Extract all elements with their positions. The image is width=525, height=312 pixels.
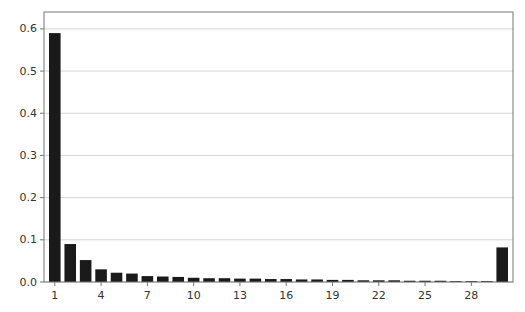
bar — [203, 278, 215, 282]
bar — [219, 278, 231, 282]
x-tick-label: 28 — [464, 289, 478, 302]
x-tick-label: 7 — [144, 289, 151, 302]
grid-line — [44, 239, 513, 240]
x-tick — [147, 282, 148, 286]
y-tick — [40, 71, 44, 72]
x-tick-label: 25 — [418, 289, 432, 302]
x-tick — [378, 282, 379, 286]
x-tick-label: 19 — [325, 289, 339, 302]
grid-line — [44, 28, 513, 29]
bar — [157, 277, 169, 282]
y-tick-label: 0.4 — [20, 107, 38, 120]
x-tick-label: 22 — [372, 289, 386, 302]
grid-line — [44, 113, 513, 114]
y-tick-label: 0.3 — [20, 149, 38, 162]
bar — [172, 277, 184, 282]
x-tick-label: 1 — [51, 289, 58, 302]
x-tick-label: 13 — [233, 289, 247, 302]
y-tick-label: 0.5 — [20, 65, 38, 78]
grid-line — [44, 197, 513, 198]
x-tick-label: 10 — [187, 289, 201, 302]
bar — [95, 269, 107, 282]
bar — [250, 279, 262, 282]
bar — [49, 33, 61, 282]
x-tick — [54, 282, 55, 286]
bar — [80, 260, 92, 282]
bar — [111, 273, 123, 282]
chart: 0.0 0.1 0.2 0.3 0.4 0.5 0.6 1 4 7 10 13 16 19 22 25 28 — [0, 0, 525, 312]
y-tick — [40, 113, 44, 114]
x-tick — [193, 282, 194, 286]
x-tick — [471, 282, 472, 286]
y-tick-label: 0.1 — [20, 233, 38, 246]
chart-container: 0.0 0.1 0.2 0.3 0.4 0.5 0.6 1 4 7 10 13 16 19 22 25 28 — [0, 0, 525, 312]
y-tick — [40, 239, 44, 240]
bar — [234, 279, 246, 282]
bar — [64, 244, 76, 282]
plot-frame — [44, 12, 513, 282]
x-tick-label: 16 — [279, 289, 293, 302]
y-axis: 0.0 0.1 0.2 0.3 0.4 0.5 0.6 — [20, 22, 45, 288]
y-tick — [40, 282, 44, 283]
y-grid — [44, 29, 513, 282]
grid-line — [44, 71, 513, 72]
y-tick — [40, 155, 44, 156]
y-tick — [40, 197, 44, 198]
y-tick — [40, 28, 44, 29]
x-tick — [425, 282, 426, 286]
x-tick — [101, 282, 102, 286]
y-tick-label: 0.0 — [20, 276, 38, 289]
bar — [188, 278, 200, 282]
bar — [142, 276, 154, 282]
y-tick-label: 0.6 — [20, 22, 38, 35]
x-tick — [332, 282, 333, 286]
bar — [496, 247, 508, 282]
y-tick-label: 0.2 — [20, 191, 38, 204]
x-axis: 1 4 7 10 13 16 19 22 25 28 — [51, 282, 478, 302]
x-tick-label: 4 — [98, 289, 105, 302]
bars — [49, 33, 508, 282]
bar — [126, 274, 138, 282]
x-tick — [239, 282, 240, 286]
grid-line — [44, 155, 513, 156]
x-tick — [286, 282, 287, 286]
